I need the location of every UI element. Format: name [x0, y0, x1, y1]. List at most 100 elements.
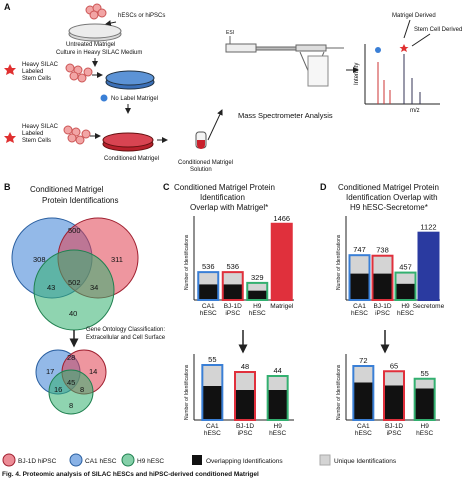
go-classification-1: Gene Ontology Classification:	[86, 327, 165, 333]
no-label-legend-dot	[100, 94, 108, 102]
bar-unique	[267, 376, 288, 390]
bar-unique	[384, 371, 404, 386]
bar-overlap	[414, 388, 435, 420]
category-label: hESC	[351, 310, 368, 317]
bar-outline	[394, 271, 417, 301]
venn-s-bj-h9: 8	[80, 385, 84, 394]
bar-total-label: 329	[251, 273, 264, 282]
bar-total-label: 48	[241, 362, 249, 371]
panel-c-title-2: Identification	[200, 193, 245, 202]
category-label: BJ-1D	[224, 303, 242, 310]
bar-total-label: 1122	[420, 223, 436, 232]
venn-diagram-small	[35, 349, 107, 415]
venn-diagram-large	[11, 217, 139, 331]
category-label: iPSC	[225, 310, 240, 317]
bar-outline	[201, 364, 224, 421]
legend-ca1: CA1 hESC	[85, 458, 117, 465]
bar-unique	[395, 272, 416, 284]
venn-s-all: 45	[67, 378, 75, 387]
bar-overlap	[202, 386, 223, 420]
label-intensity: Intensity	[354, 63, 360, 85]
label-solution-1: Conditioned Matrigel	[178, 160, 233, 166]
label-stem-cell-derived: Stem Cell Derived	[414, 27, 462, 33]
venn-circle-h9	[33, 249, 115, 331]
legend-swatch-bj1d	[2, 453, 16, 467]
cell-cluster-heavy-1	[65, 63, 93, 83]
bar-outline	[348, 254, 371, 301]
bar-total	[271, 223, 292, 300]
bar-outline	[246, 281, 269, 301]
panel-c-title-3: Overlap with Matrigel*	[190, 203, 268, 212]
star-icon	[4, 132, 16, 143]
category-label: iPSC	[375, 310, 390, 317]
venn-s-ca1-h9: 16	[54, 385, 62, 394]
caption: Fig. 4. Proteomic analysis of SILAC hESC…	[2, 471, 259, 478]
bar-outline	[266, 375, 289, 421]
category-label: hESC	[397, 310, 414, 317]
bar-overlap	[384, 385, 404, 420]
category-label: CA1	[357, 423, 370, 430]
panel-c-title-1: Conditioned Matrigel Protein	[174, 183, 275, 192]
category-label: BJ-1D	[373, 303, 391, 310]
bar-unique	[247, 282, 268, 291]
chart-c-top: 536CA1hESC536BJ-1DiPSC329H9hESC1466Matri…	[193, 214, 294, 317]
category-label: CA1	[353, 303, 366, 310]
petri-dish-untreated	[68, 23, 122, 42]
venn-b-bj-h9: 34	[90, 283, 98, 292]
label-conditioned-matrigel: Conditioned Matrigel	[104, 156, 159, 162]
panel-c-ylabel-top: Number of Identifications	[184, 234, 190, 290]
category-label: CA1	[202, 303, 215, 310]
label-mz: m/z	[410, 108, 420, 114]
panel-d-title-2: Identification Overlap with	[346, 193, 438, 202]
legend-swatch-unique	[319, 454, 331, 466]
bar-total-label: 65	[390, 361, 398, 370]
panel-label-a: A	[4, 2, 11, 12]
panel-label-d: D	[320, 182, 327, 192]
category-label: iPSC	[238, 430, 253, 437]
star-icon	[4, 64, 16, 75]
bar-overlap	[222, 284, 243, 300]
category-label: hESC	[204, 430, 221, 437]
bar-unique	[349, 255, 370, 274]
bar-total-label: 55	[208, 355, 216, 364]
category-label: H9	[274, 423, 283, 430]
cell-cluster-top	[85, 3, 107, 20]
mass-spectrum-plot	[364, 44, 440, 105]
bar-outline	[352, 365, 375, 421]
bar-unique	[198, 272, 219, 285]
bar-unique	[372, 255, 393, 274]
label-stem-1-line1: Heavy SILAC	[22, 62, 59, 68]
label-stem-2-line1: Heavy SILAC	[22, 124, 59, 130]
category-label: hESC	[200, 310, 217, 317]
solution-tube	[195, 131, 207, 149]
legend-bj1d: BJ-1D hiPSC	[18, 458, 57, 465]
label-stem-1-line3: Stem Cells	[22, 76, 51, 82]
bar-overlap	[247, 290, 268, 300]
legend-overlap: Overlapping Identifications	[206, 458, 283, 465]
category-label: CA1	[206, 423, 219, 430]
category-label: hESC	[269, 430, 286, 437]
venn-s-h9-only: 8	[69, 401, 73, 410]
panel-label-b: B	[4, 182, 11, 192]
venn-b-bj-only: 311	[111, 255, 123, 264]
category-label: H9	[253, 303, 262, 310]
bar-total-label: 457	[399, 263, 412, 272]
chart-d-top: 747CA1hESC738BJ-1DiPSC457H9hESC1122Secre…	[345, 216, 445, 317]
bar-overlap	[198, 284, 219, 300]
bar-overlap	[395, 283, 416, 300]
bar-total-label: 536	[202, 262, 215, 271]
svg-text:ESI: ESI	[226, 30, 234, 36]
legend-swatch-ca1	[69, 453, 83, 467]
cell-cluster-heavy-2	[63, 125, 91, 145]
bar-total-label: 55	[420, 369, 428, 378]
panel-d-title-3: H9 hESC-Secretome*	[350, 203, 428, 212]
label-ms-analysis: Mass Spectrometer Analysis	[238, 111, 333, 120]
bar-unique	[222, 272, 243, 285]
bar-total	[418, 232, 439, 300]
petri-dish-no-label	[105, 70, 155, 90]
bar-total-label: 72	[359, 356, 367, 365]
bar-outline	[234, 371, 256, 421]
